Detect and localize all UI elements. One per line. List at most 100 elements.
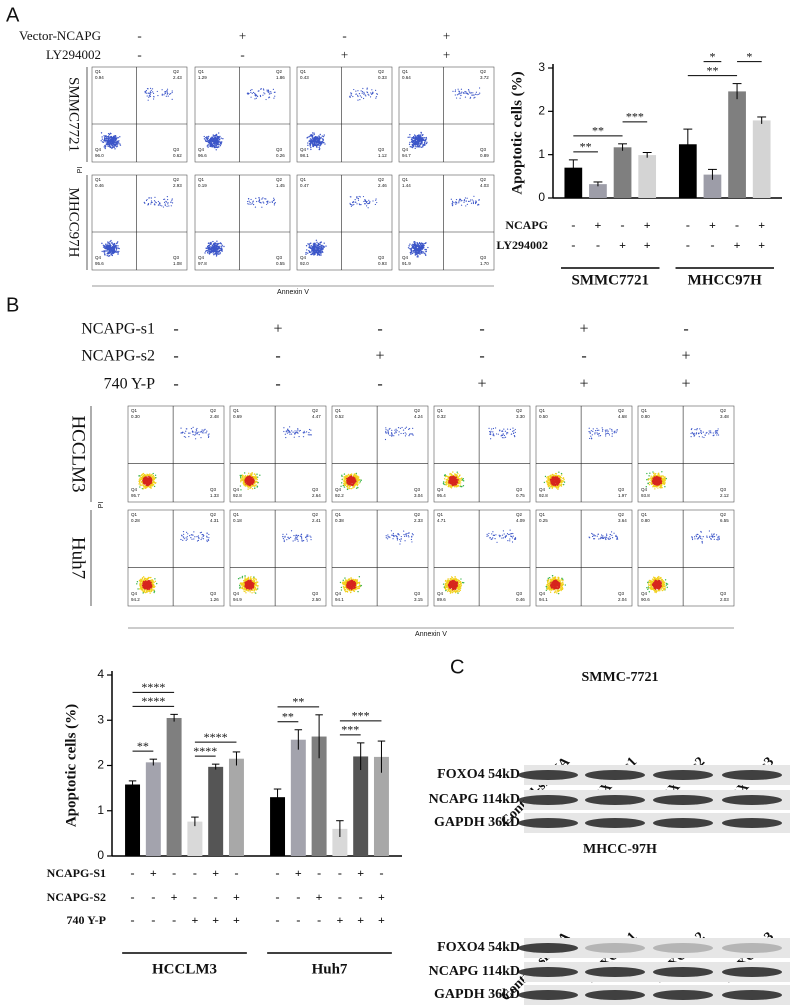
event-dot: [321, 249, 322, 250]
event-dot: [503, 437, 504, 438]
event-dot: [463, 202, 464, 203]
event-dot: [207, 250, 208, 251]
event-dot: [250, 481, 251, 482]
event-dot: [417, 139, 418, 140]
event-dot: [472, 92, 473, 93]
event-dot: [458, 202, 459, 203]
event-dot: [207, 246, 208, 247]
event-dot: [243, 484, 244, 485]
event-dot: [457, 94, 458, 95]
event-dot: [372, 93, 373, 94]
event-dot: [199, 434, 200, 435]
event-dot: [452, 471, 453, 472]
event-dot: [353, 204, 354, 205]
event-dot: [111, 145, 112, 146]
event-dot: [154, 204, 155, 205]
event-dot: [510, 429, 511, 430]
event-dot: [320, 138, 321, 139]
event-dot: [251, 89, 252, 90]
event-dot: [141, 481, 142, 482]
event-dot: [114, 135, 115, 136]
event-dot: [416, 253, 417, 254]
event-dot: [344, 486, 345, 487]
event-dot: [387, 432, 388, 433]
event-dot: [257, 477, 258, 478]
event-dot: [312, 137, 313, 138]
event-dot: [376, 202, 377, 203]
event-dot: [275, 202, 276, 203]
event-dot: [365, 203, 366, 204]
event-dot: [385, 431, 386, 432]
event-dot: [104, 146, 105, 147]
event-dot: [368, 200, 369, 201]
event-dot: [148, 100, 149, 101]
event-dot: [419, 243, 420, 244]
event-dot: [418, 246, 419, 247]
event-dot: [216, 145, 217, 146]
event-dot: [139, 482, 140, 483]
event-dot: [252, 93, 253, 94]
event-dot: [446, 483, 447, 484]
event-dot: [617, 429, 618, 430]
event-dot: [109, 241, 110, 242]
event-dot: [240, 475, 241, 476]
event-dot: [207, 137, 208, 138]
event-dot: [456, 477, 457, 478]
event-dot: [247, 488, 248, 489]
event-dot: [400, 428, 401, 429]
event-dot: [211, 140, 212, 141]
event-dot: [288, 430, 289, 431]
event-dot: [614, 431, 615, 432]
event-dot: [202, 432, 203, 433]
event-dot: [214, 147, 215, 148]
event-dot: [120, 144, 121, 145]
event-dot: [424, 137, 425, 138]
event-dot: [311, 434, 312, 435]
event-dot: [149, 197, 150, 198]
event-dot: [352, 96, 353, 97]
event-dot: [242, 477, 243, 478]
event-dot: [375, 204, 376, 205]
event-dot: [172, 202, 173, 203]
event-dot: [310, 134, 311, 135]
event-dot: [552, 486, 553, 487]
event-dot: [411, 248, 412, 249]
quadrant-value: 97.8: [198, 261, 207, 266]
quadrant-value: 0.93: [378, 261, 387, 266]
event-dot: [449, 476, 450, 477]
event-dot: [388, 431, 389, 432]
event-dot: [291, 433, 292, 434]
quadrant-name: Q2: [173, 69, 180, 74]
event-dot: [657, 487, 658, 488]
event-dot: [321, 245, 322, 246]
quadrant-name: Q4: [402, 147, 409, 152]
event-dot: [115, 145, 116, 146]
event-dot: [150, 475, 151, 476]
event-dot: [260, 89, 261, 90]
event-dot: [283, 431, 284, 432]
event-dot: [348, 479, 349, 480]
event-dot: [153, 478, 154, 479]
event-dot: [221, 246, 222, 247]
event-dot: [114, 251, 115, 252]
event-dot: [455, 474, 456, 475]
event-dot: [317, 139, 318, 140]
event-dot: [216, 251, 217, 252]
event-dot: [147, 204, 148, 205]
event-dot: [254, 483, 255, 484]
event-dot: [395, 429, 396, 430]
event-dot: [597, 434, 598, 435]
event-dot: [559, 480, 560, 481]
event-dot: [413, 136, 414, 137]
event-dot: [253, 480, 254, 481]
event-dot: [467, 93, 468, 94]
treatment-sign: +: [443, 28, 450, 43]
event-dot: [104, 250, 105, 251]
event-dot: [144, 482, 145, 483]
event-dot: [323, 136, 324, 137]
event-dot: [415, 145, 416, 146]
event-dot: [249, 478, 250, 479]
event-dot: [344, 485, 345, 486]
event-dot: [140, 485, 141, 486]
event-dot: [208, 242, 209, 243]
